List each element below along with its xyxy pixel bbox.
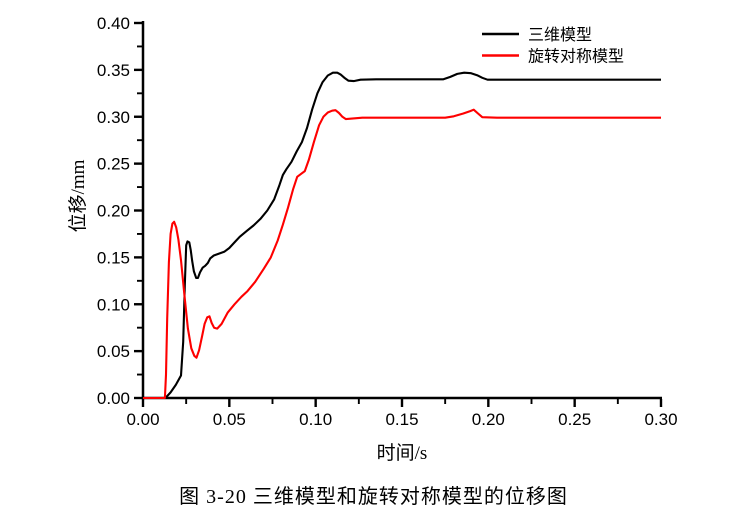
y-tick-label: 0.35 [97, 61, 130, 80]
y-tick-label: 0.20 [97, 202, 130, 221]
y-tick-label: 0.40 [97, 14, 130, 33]
y-tick-label: 0.30 [97, 108, 130, 127]
x-axis-title: 时间/s [377, 442, 428, 464]
y-tick-label: 0.25 [97, 155, 130, 174]
axis-tick-labels: 0.00 0.05 0.10 0.15 0.20 0.25 0.30 0.00 0.05 0.10… [97, 14, 678, 429]
data-series [143, 71, 661, 400]
x-tick-label: 0.25 [558, 410, 591, 429]
x-tick-label: 0.10 [299, 410, 332, 429]
series-line-3d-model [143, 71, 661, 400]
line-chart: 0.00 0.05 0.10 0.15 0.20 0.25 0.30 0.00 0.05 0.10… [67, 14, 678, 464]
x-tick-label: 0.05 [213, 410, 246, 429]
y-tick-label: 0.05 [97, 342, 130, 361]
series-line-axisymmetric-model [143, 108, 661, 400]
legend: 三维模型 旋转对称模型 [482, 26, 624, 66]
axis-ticks [134, 21, 663, 407]
x-tick-label: 0.15 [385, 410, 418, 429]
x-tick-label: 0.30 [644, 410, 677, 429]
legend-label-axisymmetric-model: 旋转对称模型 [528, 48, 624, 66]
x-tick-label: 0.20 [472, 410, 505, 429]
y-tick-label: 0.00 [97, 389, 130, 408]
axes [141, 21, 662, 400]
legend-label-3d-model: 三维模型 [528, 26, 592, 44]
figure-caption: 图 3-20 三维模型和旋转对称模型的位移图 [179, 486, 568, 508]
y-tick-label: 0.10 [97, 295, 130, 314]
y-axis-title: 位移/mm [67, 159, 89, 232]
x-tick-label: 0.00 [126, 410, 159, 429]
y-tick-label: 0.15 [97, 248, 130, 267]
